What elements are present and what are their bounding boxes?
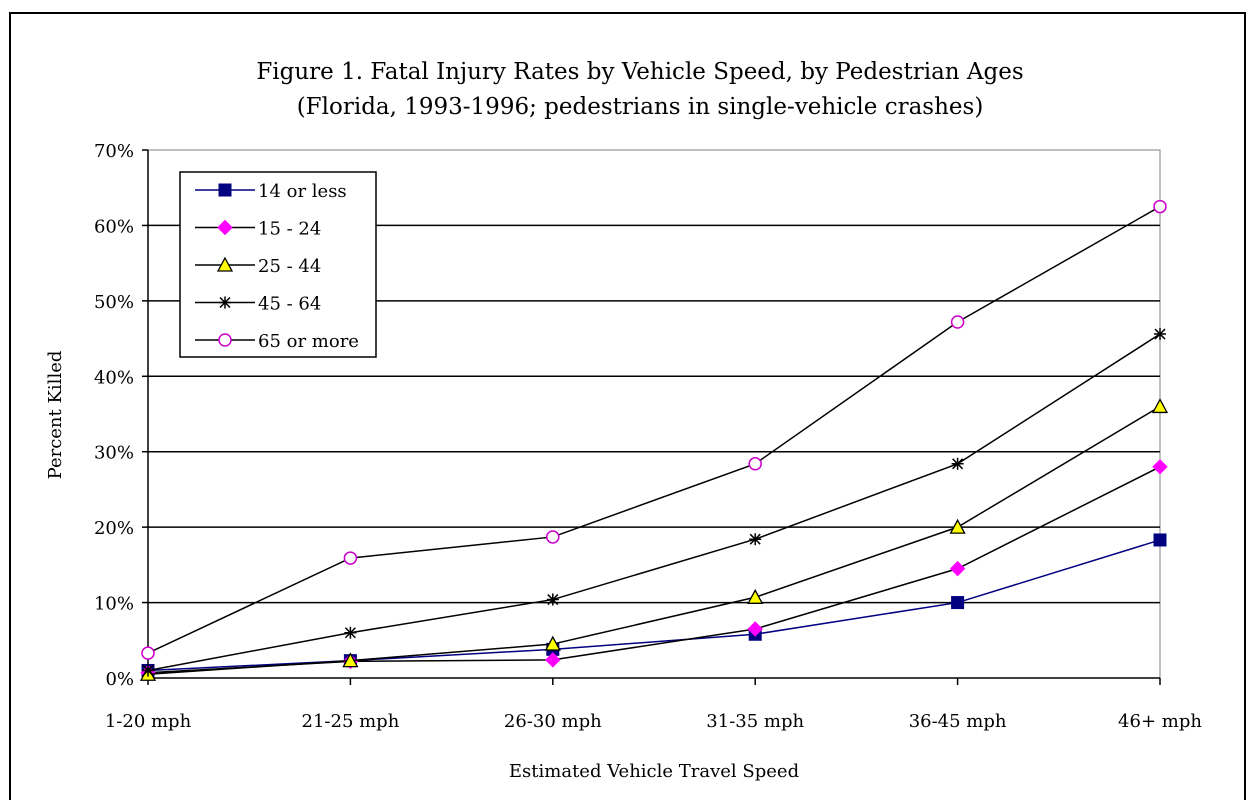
series-5 [141, 199, 1167, 660]
data-point [1152, 459, 1168, 475]
legend-label: 15 - 24 [258, 219, 321, 240]
x-tick-label: 46+ mph [1118, 711, 1202, 732]
data-point [545, 652, 561, 668]
x-tick-label: 1-20 mph [105, 711, 192, 732]
data-point [747, 588, 764, 604]
legend-marker [218, 333, 232, 347]
data-point [1151, 398, 1169, 414]
chart-title: Figure 1. Fatal Injury Rates by Vehicle … [256, 59, 1023, 85]
data-point [951, 596, 965, 610]
legend-entry: 14 or less [195, 181, 347, 202]
legend-label: 65 or more [258, 331, 359, 352]
x-tick-label: 36-45 mph [909, 711, 1007, 732]
y-axis-ticks: 0% 10% 20% 30% 40% 50% 60% 70% [94, 141, 148, 690]
data-point [544, 635, 561, 651]
y-tick-label: 40% [94, 367, 134, 388]
y-tick-label: 60% [94, 216, 134, 237]
data-point [748, 457, 762, 471]
data-point [1153, 533, 1167, 547]
x-axis-ticks: 1-20 mph 21-25 mph 26-30 mph 31-35 mph 36-45… [105, 678, 1202, 732]
x-tick-label: 31-35 mph [706, 711, 804, 732]
data-point [949, 518, 966, 534]
legend-entry: 45 - 64 [195, 294, 321, 315]
series-4 [142, 328, 1166, 677]
data-point [949, 560, 966, 577]
x-axis-label: Estimated Vehicle Travel Speed [509, 761, 799, 782]
data-point [141, 646, 155, 660]
data-point [749, 533, 762, 546]
data-point [546, 530, 560, 544]
x-tick-label: 26-30 mph [504, 711, 602, 732]
y-tick-label: 20% [94, 518, 134, 539]
data-point [951, 457, 964, 470]
data-point [343, 551, 358, 565]
legend-entry: 65 or more [195, 331, 359, 352]
data-point [342, 652, 359, 668]
legend-marker [218, 183, 232, 197]
legend-label: 45 - 64 [258, 294, 321, 315]
legend-marker [219, 296, 231, 309]
chart-subtitle: (Florida, 1993-1996; pedestrians in sing… [297, 94, 984, 120]
series-line [147, 333, 1161, 672]
legend-label: 14 or less [258, 181, 347, 202]
legend-entry: 25 - 44 [195, 256, 321, 277]
y-tick-label: 0% [105, 669, 134, 690]
legend-marker [217, 219, 233, 236]
y-tick-label: 10% [94, 594, 134, 615]
series-line [147, 405, 1161, 675]
y-axis-label: Percent Killed [45, 351, 66, 480]
y-tick-label: 50% [94, 292, 134, 313]
series-group [139, 199, 1169, 681]
legend-label: 25 - 44 [258, 256, 321, 277]
legend-marker [216, 256, 234, 272]
y-tick-label: 30% [94, 443, 134, 464]
series-line [147, 205, 1161, 654]
data-point [142, 664, 154, 677]
x-tick-label: 21-25 mph [302, 711, 400, 732]
data-point [950, 315, 965, 329]
data-point [747, 621, 763, 637]
data-point [1153, 199, 1167, 214]
data-point [344, 626, 357, 639]
data-point [546, 593, 559, 606]
data-point [1154, 328, 1166, 341]
legend-entry: 15 - 24 [195, 219, 321, 240]
y-tick-label: 70% [94, 141, 134, 162]
legend: 14 or less 15 - 24 25 - 44 45 - 64 65 or mor… [179, 171, 377, 358]
